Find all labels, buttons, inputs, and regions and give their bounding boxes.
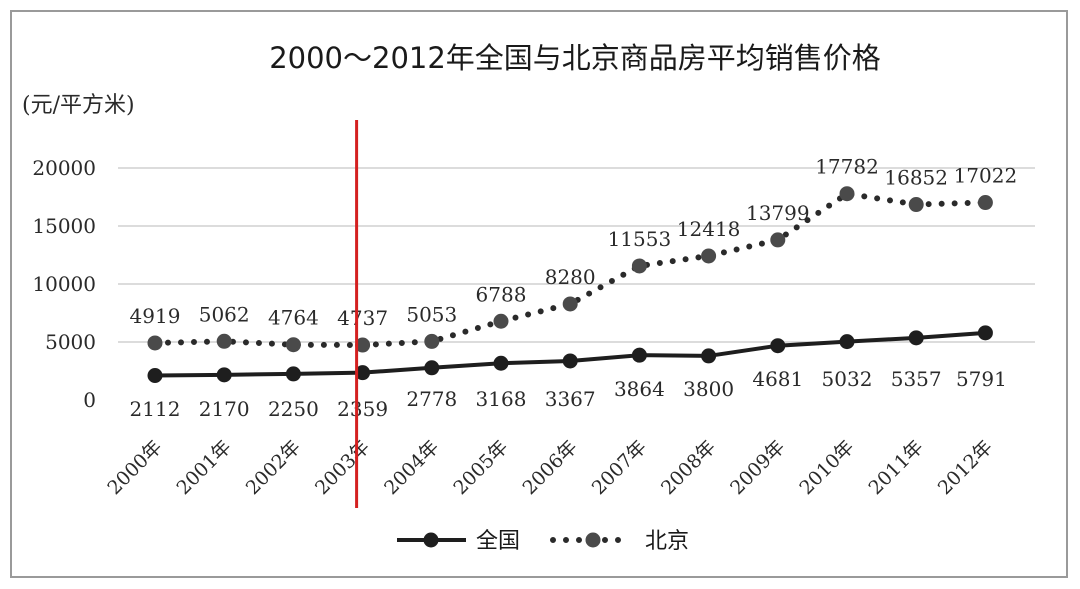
y-tick-label: 20000 [32,156,96,180]
data-point-national [493,355,509,371]
data-label-national: 3168 [476,387,527,411]
data-point-national [770,338,786,354]
x-tick-label: 2002年 [242,436,305,499]
y-tick-label: 5000 [45,330,96,354]
data-point-national [355,365,371,381]
x-tick-label: 2001年 [173,436,236,499]
series-group [147,186,993,384]
data-label-beijing: 13799 [746,201,810,225]
x-tick-label: 2006年 [519,436,582,499]
x-tick-label: 2005年 [449,436,512,499]
data-label-beijing: 12418 [677,217,741,241]
data-label-beijing: 4737 [337,306,388,330]
legend-marker-national [423,532,439,548]
data-point-national [908,330,924,346]
legend-label-beijing: 北京 [645,529,689,554]
data-point-beijing [424,333,440,349]
data-label-national: 2250 [268,397,319,421]
data-label-national: 4681 [752,367,803,391]
x-tick-label: 2008年 [657,436,720,499]
data-point-beijing [908,197,924,213]
data-label-beijing: 6788 [476,282,527,306]
chart-title: 2000～2012年全国与北京商品房平均销售价格 [269,41,881,75]
data-point-national [216,367,232,383]
x-axis-ticks: 2000年 2001年 2002年 2003年 2004年 2005年 2006年 2007年… [103,436,997,499]
data-label-beijing: 4919 [130,304,181,328]
gridlines [118,167,1035,343]
data-label-national: 2170 [199,397,250,421]
y-axis-ticks: 0 5000 10000 15000 20000 [32,156,96,412]
data-label-national: 3800 [683,377,734,401]
y-tick-label: 0 [83,388,96,412]
x-tick-label: 2007年 [588,436,651,499]
data-label-national: 2359 [337,397,388,421]
data-point-beijing [701,248,717,264]
data-label-beijing: 5062 [199,302,250,326]
y-tick-label: 10000 [32,272,96,296]
data-point-national [424,360,440,376]
data-point-beijing [977,195,993,211]
data-point-beijing [147,335,163,351]
data-point-national [562,353,578,369]
x-tick-label: 2003年 [311,436,374,499]
data-label-national: 5032 [822,367,873,391]
legend-marker-beijing [585,532,601,548]
data-label-beijing: 17022 [954,164,1018,188]
y-tick-label: 15000 [32,214,96,238]
y-axis-unit-label: (元/平方米) [22,93,135,118]
chart-frame [10,10,1068,578]
data-label-beijing: 17782 [815,155,879,179]
x-tick-label: 2009年 [726,436,789,499]
x-tick-label: 2011年 [865,436,928,499]
data-label-national: 5791 [956,367,1007,391]
data-label-beijing: 4764 [268,306,319,330]
data-point-beijing [631,258,647,274]
data-label-beijing: 16852 [884,166,948,190]
legend-label-national: 全国 [476,529,520,554]
data-point-beijing [770,232,786,248]
data-point-beijing [493,313,509,329]
data-point-beijing [839,186,855,202]
data-point-national [977,325,993,341]
data-point-national [701,348,717,364]
x-tick-label: 2000年 [103,436,166,499]
data-label-national: 2112 [130,397,181,421]
x-tick-label: 2004年 [380,436,443,499]
data-label-national: 3864 [614,377,665,401]
data-point-beijing [285,337,301,353]
data-point-beijing [216,333,232,349]
x-tick-label: 2012年 [934,436,997,499]
legend: 全国 北京 [397,529,689,554]
x-tick-label: 2010年 [795,436,858,499]
data-point-beijing [562,296,578,312]
data-labels: 2112 2170 2250 2359 2778 3168 3367 3864 3800 4681… [130,155,1018,421]
data-label-national: 2778 [406,387,457,411]
data-label-beijing: 11553 [608,227,672,251]
data-point-national [285,366,301,382]
data-point-national [631,347,647,363]
data-label-beijing: 8280 [545,265,596,289]
data-point-national [147,368,163,384]
data-point-national [839,334,855,350]
data-point-beijing [355,337,371,353]
data-label-national: 3367 [545,387,596,411]
data-label-beijing: 5053 [406,302,457,326]
data-label-national: 5357 [891,367,942,391]
